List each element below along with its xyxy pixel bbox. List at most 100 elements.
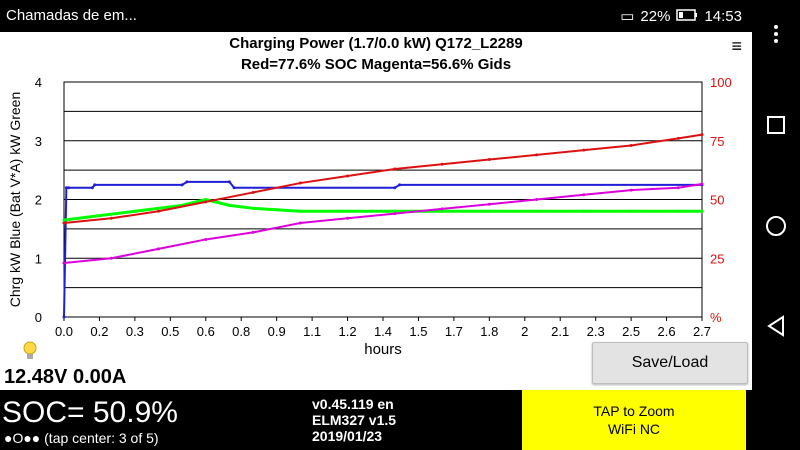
series-point — [440, 209, 444, 213]
series-point — [298, 221, 302, 225]
x-tick-label: 1.1 — [303, 324, 321, 339]
y-right-tick-label: 25 — [710, 251, 724, 266]
series-point — [232, 186, 236, 190]
x-tick-label: 1.8 — [480, 324, 498, 339]
series-point — [440, 162, 444, 166]
series-point — [62, 261, 66, 265]
y-right-tick-label: 75 — [710, 134, 724, 149]
x-tick-label: 2.7 — [693, 324, 711, 339]
series-point — [86, 215, 90, 219]
series-point — [180, 183, 184, 187]
x-tick-label: 2.6 — [658, 324, 676, 339]
wifi-status: WiFi NC — [607, 421, 661, 437]
voltage-readout: 12.48V 0.00A — [4, 366, 127, 388]
chart-subtitle: Red=77.6% SOC Magenta=56.6% Gids — [240, 56, 512, 73]
home-icon[interactable] — [764, 214, 788, 238]
series-point — [64, 186, 68, 190]
series-point — [487, 158, 491, 162]
status-bar: Chamadas de em... ▭ 22% 14:53 — [0, 0, 752, 32]
x-tick-label: 2.5 — [622, 324, 640, 339]
menu-icon[interactable]: ≡ — [731, 36, 742, 56]
x-tick-label: 0.9 — [268, 324, 286, 339]
series-point — [346, 216, 350, 220]
battery-percent: 22% — [640, 7, 671, 25]
series-point — [204, 198, 208, 201]
overflow-menu-icon[interactable] — [764, 22, 788, 46]
series-point — [227, 180, 231, 184]
version-info: v0.45.119 en ELM327 v1.5 2019/01/23 — [312, 396, 396, 444]
x-tick-label: 1.4 — [374, 324, 392, 339]
x-tick-label: 1.5 — [409, 324, 427, 339]
series-point — [157, 247, 161, 251]
sim-icon: ▭ — [620, 8, 635, 25]
series-point — [393, 167, 397, 171]
x-tick-label: 0.6 — [197, 324, 215, 339]
y-right-tick-label: % — [710, 310, 722, 325]
status-right: ▭ 22% 14:53 — [620, 7, 742, 26]
y-left-tick-label: 0 — [35, 310, 42, 325]
x-tick-label: 0.2 — [90, 324, 108, 339]
lightbulb-icon[interactable] — [22, 340, 38, 367]
series-point — [700, 133, 704, 137]
battery-icon — [676, 8, 698, 25]
x-axis-label: hours — [364, 341, 402, 358]
series-point — [90, 186, 94, 190]
notification-text: Chamadas de em... — [6, 7, 137, 24]
series-point — [393, 186, 397, 190]
series-point — [251, 190, 255, 194]
date-line: 2019/01/23 — [312, 428, 383, 444]
series-point — [346, 209, 350, 213]
series-point — [251, 230, 255, 234]
series-point — [629, 209, 633, 213]
save-load-button[interactable]: Save/Load — [592, 342, 748, 384]
y-left-tick-label: 3 — [35, 134, 42, 149]
series-point — [629, 143, 633, 147]
series-point — [676, 209, 680, 213]
series-point — [393, 209, 397, 213]
y-left-tick-label: 4 — [35, 75, 42, 90]
back-icon[interactable] — [764, 314, 788, 338]
series-point — [109, 212, 113, 216]
page-indicator[interactable]: ●O●● (tap center: 3 of 5) — [4, 430, 159, 446]
navigation-bar — [752, 0, 800, 450]
series-point — [157, 206, 161, 210]
series-point — [398, 183, 402, 187]
series-point — [440, 207, 444, 211]
y-left-tick-label: 1 — [35, 251, 42, 266]
y-left-tick-label: 2 — [35, 193, 42, 208]
tap-to-zoom-button[interactable]: TAP to Zoom WiFi NC — [522, 390, 746, 450]
x-tick-label: 2 — [521, 324, 528, 339]
series-point — [157, 209, 161, 213]
series-point — [109, 216, 113, 220]
series-point — [676, 136, 680, 140]
recents-icon[interactable] — [764, 113, 788, 137]
series-point — [93, 183, 97, 187]
series-point — [298, 209, 302, 213]
series-point — [298, 181, 302, 185]
series-point — [227, 203, 231, 207]
x-tick-label: 1.7 — [445, 324, 463, 339]
app-area: Charging Power (1.7/0.0 kW) Q172_L2289 R… — [0, 32, 752, 390]
series-point — [185, 180, 189, 184]
series-point — [204, 237, 208, 241]
series-point — [67, 186, 71, 190]
series-point — [346, 174, 350, 178]
series-point — [582, 193, 586, 197]
soc-readout: SOC= 50.9% — [2, 396, 178, 429]
series-point — [109, 256, 113, 260]
series-point — [204, 200, 208, 204]
series-point — [535, 198, 539, 201]
x-tick-label: 0.3 — [126, 324, 144, 339]
x-tick-label: 2.1 — [551, 324, 569, 339]
series-point — [629, 188, 633, 192]
zoom-label: TAP to Zoom — [593, 403, 675, 419]
series-point — [535, 209, 539, 213]
x-tick-label: 2.3 — [587, 324, 605, 339]
series-point — [487, 202, 491, 206]
series-point — [133, 209, 137, 213]
charging-chart[interactable]: 0.0 0.2 0.3 0.5 0.6 0.8 0.9 1.1 1.2 1.4 1.5 1.7 1.8 2… — [0, 32, 752, 390]
series-point — [700, 182, 704, 186]
x-tick-label: 0.0 — [55, 324, 73, 339]
chart-title: Charging Power (1.7/0.0 kW) Q172_L2289 — [229, 35, 523, 52]
y-right-tick-label: 100 — [710, 75, 732, 90]
